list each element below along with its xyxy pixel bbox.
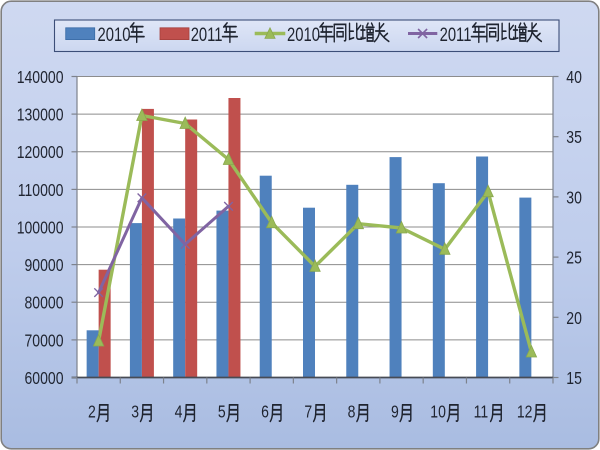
svg-text:80000: 80000	[24, 293, 63, 313]
svg-text:2011: 2011	[440, 24, 472, 45]
svg-text:10: 10	[430, 402, 446, 422]
svg-text:120000: 120000	[17, 143, 64, 163]
svg-text:2011: 2011	[191, 24, 223, 45]
svg-text:6: 6	[261, 402, 269, 422]
svg-text:3: 3	[131, 402, 139, 422]
svg-text:60000: 60000	[24, 368, 63, 388]
svg-text:70000: 70000	[24, 331, 63, 351]
svg-text:100000: 100000	[17, 218, 64, 238]
svg-text:11: 11	[474, 402, 489, 422]
svg-text:30: 30	[566, 188, 582, 208]
svg-text:5: 5	[218, 402, 226, 422]
svg-text:40: 40	[566, 67, 582, 87]
svg-text:2: 2	[88, 402, 96, 422]
svg-text:130000: 130000	[17, 105, 64, 125]
svg-text:25: 25	[566, 248, 582, 268]
svg-text:2010: 2010	[287, 24, 320, 45]
svg-text:12: 12	[517, 402, 533, 422]
svg-text:110000: 110000	[18, 180, 64, 200]
svg-text:90000: 90000	[24, 255, 63, 275]
svg-text:9: 9	[391, 402, 399, 422]
svg-text:15: 15	[566, 368, 582, 388]
svg-text:20: 20	[566, 308, 582, 328]
svg-text:4: 4	[175, 402, 183, 422]
svg-text:140000: 140000	[17, 67, 64, 87]
svg-text:35: 35	[566, 128, 582, 148]
svg-text:8: 8	[348, 402, 356, 422]
svg-text:2010: 2010	[98, 24, 131, 45]
svg-text:7: 7	[304, 402, 312, 422]
